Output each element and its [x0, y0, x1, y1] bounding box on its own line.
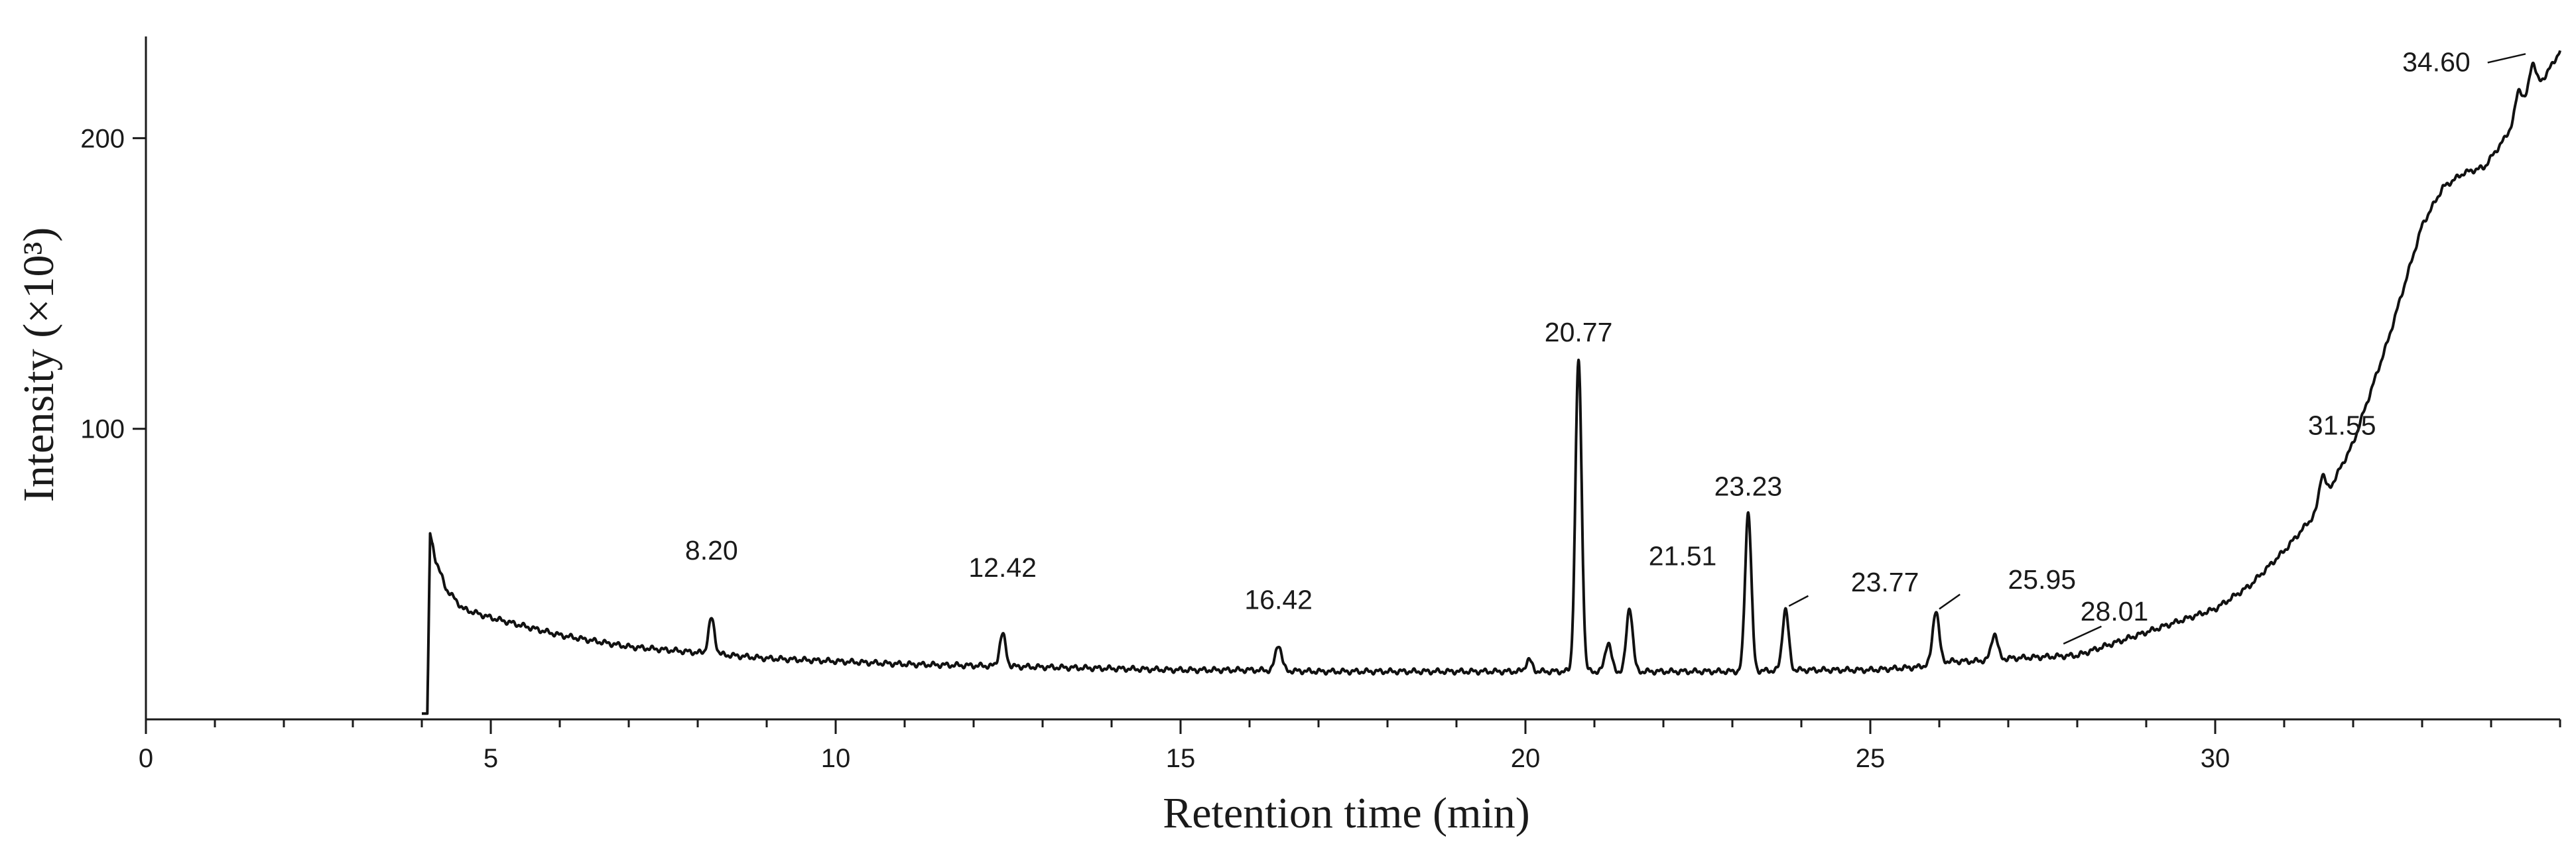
- x-tick-label: 25: [1856, 744, 1886, 773]
- peak-leader-line: [1939, 593, 1961, 610]
- peak-label: 23.23: [1714, 471, 1783, 502]
- peak-label: 16.42: [1244, 584, 1313, 615]
- peak-label: 21.51: [1649, 541, 1717, 572]
- peak-label: 8.20: [685, 535, 738, 566]
- peak-label: 28.01: [2081, 596, 2149, 627]
- peak-label: 34.60: [2402, 47, 2471, 78]
- peak-label: 25.95: [2008, 564, 2076, 595]
- x-tick-label: 30: [2201, 744, 2230, 773]
- axes: 0 5 10 15 20 25 30 100 200: [80, 36, 2561, 773]
- peak-leader-line: [1788, 595, 1809, 607]
- series-trace: [420, 50, 2561, 715]
- y-tick-label: 200: [80, 124, 125, 153]
- peak-leader-line: [2487, 53, 2526, 64]
- peak-label: 23.77: [1851, 567, 1919, 597]
- x-tick-label: 20: [1511, 744, 1541, 773]
- peak-label: 20.77: [1545, 317, 1613, 347]
- x-tick-label: 0: [139, 744, 153, 773]
- x-axis-title: Retention time (min): [1163, 789, 1530, 837]
- x-tick-label: 15: [1166, 744, 1196, 773]
- peak-label: 12.42: [968, 552, 1037, 583]
- x-tick-label: 10: [821, 744, 851, 773]
- peak-leader-line: [2063, 625, 2102, 645]
- y-tick-label: 100: [80, 415, 125, 444]
- x-tick-label: 5: [483, 744, 498, 773]
- peak-label: 31.55: [2308, 410, 2376, 440]
- trace-layer: [420, 50, 2561, 715]
- peak-labels: 8.20 12.42 16.42 20.77 21.51 23.23 23.77 25.952…: [685, 47, 2526, 645]
- y-axis-title: Intensity (×10³): [15, 227, 63, 502]
